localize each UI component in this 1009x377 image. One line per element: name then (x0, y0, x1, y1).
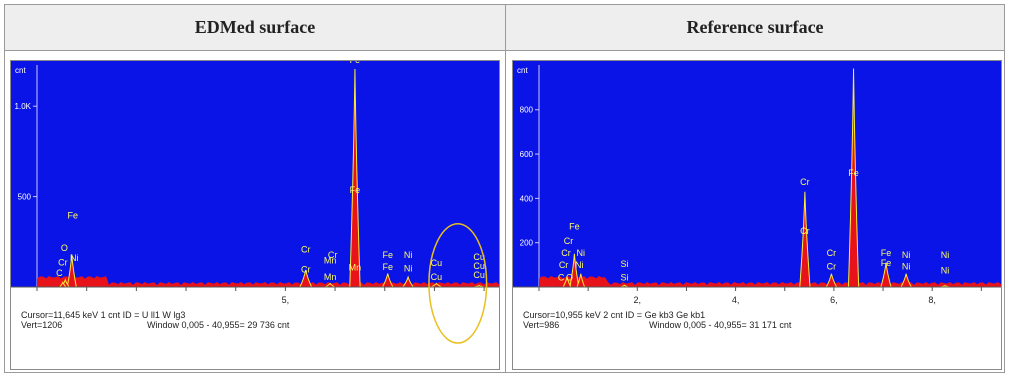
x-tick-label: 8, (928, 295, 936, 305)
spectrum-peak (880, 262, 892, 288)
element-label: Cr (561, 248, 571, 258)
spectrum-peak (569, 253, 580, 288)
header-edmed: EDMed surface (5, 5, 505, 50)
cursor-readout: Cursor=11,645 keV 1 cnt ID = U ll1 W lg3 (21, 310, 185, 320)
element-label: Cr (559, 260, 569, 270)
spectrum-peak (381, 273, 394, 288)
y-tick-label: 1.0K (15, 102, 32, 111)
x-tick-label: 6, (830, 295, 838, 305)
element-label: Fe (569, 221, 580, 231)
element-label: Cr (827, 248, 837, 258)
element-label: O (61, 243, 68, 253)
window-readout: Window 0,005 - 40,955= 31 171 cnt (649, 320, 792, 330)
spectrum-peak (900, 273, 913, 288)
x-tick-label: 4, (732, 295, 740, 305)
header-divider (4, 50, 1005, 51)
element-label: Cr (827, 261, 837, 271)
element-label: Fe (848, 61, 859, 63)
spectrum-panel-reference: cnt 800 600 400 200 Fe Cr Ni Cr Ni Cr C O Si Si Cr Cr Cr C… (512, 60, 1002, 370)
y-tick-label: 500 (18, 193, 32, 202)
x-tick-label: 5, (282, 295, 290, 305)
element-label: Fe (881, 248, 892, 258)
cursor-readout: Cursor=10,955 keV 2 cnt ID = Ge kb3 Ge k… (523, 310, 705, 320)
element-label: Ni (941, 250, 950, 260)
plot-background (513, 61, 1001, 287)
y-tick-label: 600 (520, 150, 534, 159)
element-label: Mn (324, 255, 337, 265)
element-label: Cr (301, 265, 311, 275)
spectrum-peak (576, 273, 586, 288)
element-label: Cr (328, 250, 338, 260)
element-label: Cu (473, 270, 485, 280)
element-label: Cr (800, 177, 810, 187)
element-label: Ni (575, 260, 584, 270)
element-label: Fe (881, 258, 892, 268)
spectrum-peak (299, 269, 313, 288)
element-label: Si (621, 272, 629, 282)
y-tick-label: 400 (520, 194, 534, 203)
element-label: Cu (431, 272, 443, 282)
element-label: Ni (902, 250, 911, 260)
element-label: C (558, 272, 565, 282)
spectrum-peak (562, 276, 572, 288)
header-reference: Reference surface (506, 5, 1004, 50)
element-label: Si (621, 259, 629, 269)
element-label: Fe (848, 168, 859, 178)
spectrum-chart-edmed: cnt1.0K500FeOCrNiCCrCrMnMnCrFeFeMnFeFeNi… (11, 61, 499, 369)
element-label: Fe (350, 61, 361, 65)
element-label: Cu (473, 261, 485, 271)
element-label: Cu (473, 252, 485, 262)
element-label: Fe (382, 262, 393, 272)
x-tick-label: 2, (634, 295, 642, 305)
y-unit-label: cnt (517, 66, 528, 75)
element-label: Mn (324, 272, 337, 282)
element-label: Mn (349, 263, 362, 273)
element-label: Ni (902, 261, 911, 271)
element-label: Cr (564, 236, 574, 246)
spectrum-peak (799, 191, 811, 288)
element-label: Fe (68, 210, 79, 220)
y-unit-label: cnt (15, 66, 26, 75)
y-tick-label: 200 (520, 239, 534, 248)
spectrum-peak (66, 254, 77, 288)
table-frame (4, 4, 1005, 373)
spectrum-peak (401, 275, 415, 288)
element-label: Ni (70, 253, 79, 263)
status-area (11, 287, 499, 369)
highlight-circle (428, 222, 488, 344)
spectrum-peak (825, 273, 838, 288)
element-label: Cr (800, 226, 810, 236)
spectrum-peak (847, 68, 860, 288)
y-tick-label: 800 (520, 106, 534, 115)
element-label: Cr (301, 245, 311, 255)
element-label: O (566, 272, 573, 282)
element-label: Cr (58, 257, 68, 267)
spectrum-peak (323, 282, 337, 288)
element-label: C (56, 268, 63, 278)
spectrum-panel-edmed: cnt1.0K500FeOCrNiCCrCrMnMnCrFeFeMnFeFeNi… (10, 60, 500, 370)
window-readout: Window 0,005 - 40,955= 29 736 cnt (147, 320, 290, 330)
vert-readout: Vert=986 (523, 320, 559, 330)
spectrum-peak (349, 68, 361, 288)
element-label: Ni (404, 250, 413, 260)
spectrum-peak (431, 282, 442, 288)
element-label: Ni (404, 264, 413, 274)
spectrum-peak (58, 281, 68, 288)
element-label: Ni (577, 248, 586, 258)
element-label: Ni (941, 266, 950, 276)
column-divider (505, 4, 506, 373)
element-label: Fe (350, 185, 361, 195)
vert-readout: Vert=1206 (21, 320, 62, 330)
element-label: Cu (431, 258, 443, 268)
plot-background (11, 61, 499, 287)
element-label: Fe (382, 250, 393, 260)
status-area (513, 287, 1001, 369)
